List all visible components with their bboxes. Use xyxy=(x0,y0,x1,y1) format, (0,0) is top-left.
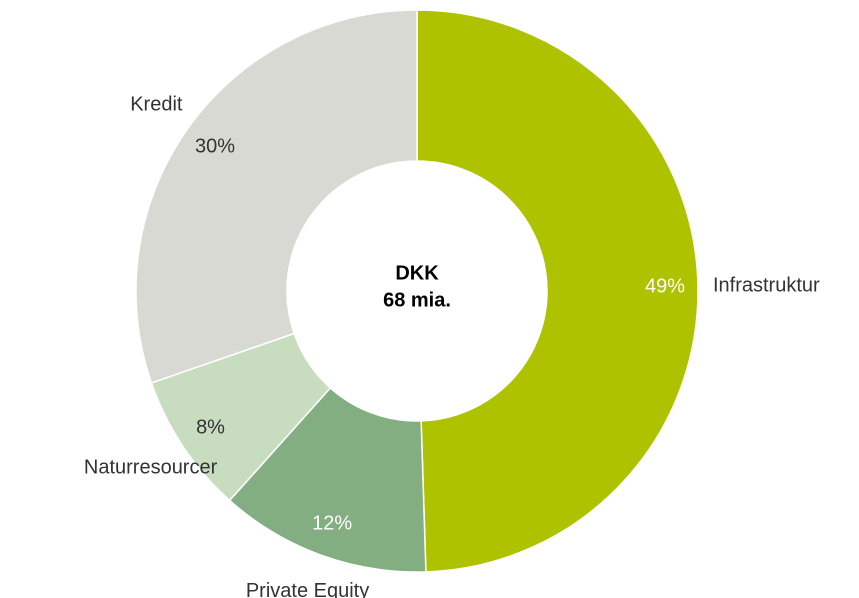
category-label: Infrastruktur xyxy=(713,275,820,297)
center-label: DKK xyxy=(395,262,439,284)
center-label: 68 mia. xyxy=(383,289,451,311)
value-label: 30% xyxy=(195,135,235,157)
category-label: Naturresourcer xyxy=(84,457,218,479)
category-label: Private Equity xyxy=(246,580,369,598)
value-label: 49% xyxy=(645,275,685,297)
value-label: 8% xyxy=(196,417,225,439)
category-label: Kredit xyxy=(130,94,183,116)
donut-hole xyxy=(287,161,547,421)
value-label: 12% xyxy=(312,512,352,534)
